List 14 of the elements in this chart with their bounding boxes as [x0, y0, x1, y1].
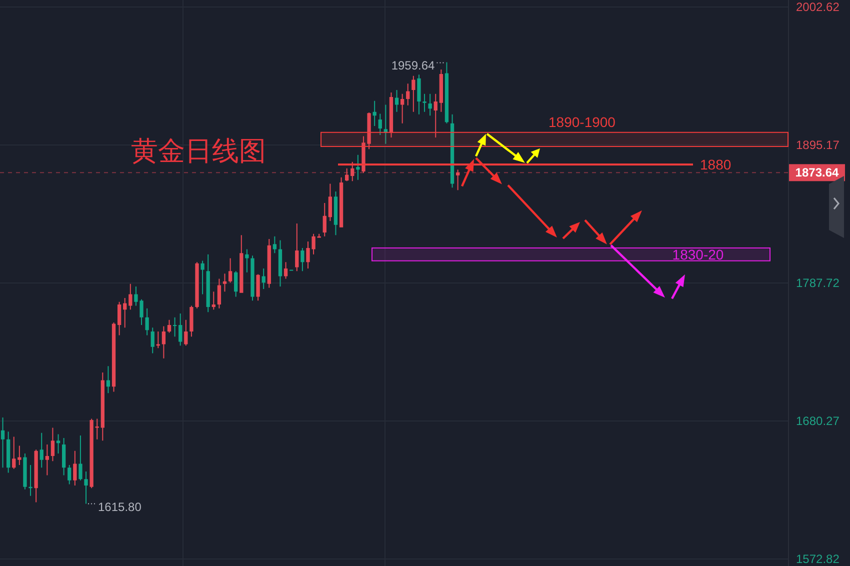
annotation: 1959.64	[391, 58, 446, 73]
annotation: 1615.80	[88, 500, 142, 514]
y-tick-label: 1572.82	[796, 552, 840, 566]
annotation: 1959.64	[391, 58, 436, 73]
y-tick-label: 2002.62	[796, 0, 840, 14]
ref-line-label: 1873.64	[795, 166, 839, 180]
ref-line-label: 1880	[700, 156, 732, 172]
y-tick-label: 1787.72	[796, 276, 840, 290]
title: 黄金日线图	[131, 136, 266, 167]
annotation: 1615.80	[98, 500, 142, 514]
band-label: 1830-20	[672, 246, 724, 262]
band-label: 1890-1900	[548, 114, 616, 130]
y-tick-label: 1680.27	[796, 414, 840, 428]
y-tick-label: 1895.17	[796, 138, 840, 152]
